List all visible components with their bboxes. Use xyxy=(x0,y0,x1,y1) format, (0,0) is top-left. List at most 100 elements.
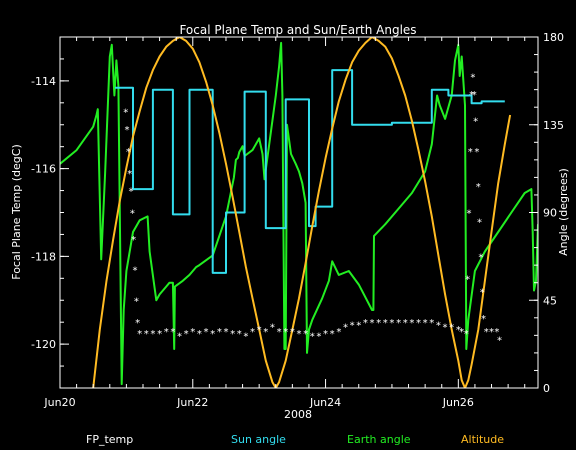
y-axis-label-right: Angle (degrees) xyxy=(557,168,570,256)
fp-temp-point-51: * xyxy=(409,318,415,329)
x-tick-label-0: Jun20 xyxy=(43,396,75,409)
fp-temp-point-34: * xyxy=(296,329,302,340)
legend: FP_temp Sun angle Earth angle Altitude xyxy=(86,433,504,446)
fp-temp-point-58: * xyxy=(455,325,461,336)
x-tick-label-1: Jun22 xyxy=(176,396,208,409)
series-fp-temp: *********** * * * * * * * * * * * * * * * * * * * * * * * * * * * * *… xyxy=(123,72,503,346)
fp-temp-point-31: * xyxy=(276,327,282,338)
fp-temp-point-24: * xyxy=(230,329,236,340)
fp-temp-point-23: * xyxy=(223,327,229,338)
y-left-tick-label-3: -120 xyxy=(31,338,56,351)
fp-temp-point-61: * xyxy=(465,274,471,285)
fp-temp-point-68: * xyxy=(474,147,480,158)
fp-temp-point-26: * xyxy=(243,331,249,342)
fp-temp-point-18: * xyxy=(190,327,196,338)
fp-temp-point-17: * xyxy=(183,329,189,340)
fp-temp-point-63: * xyxy=(467,147,473,158)
fp-temp-point-36: * xyxy=(309,331,315,342)
y-left-tick-label-1: -116 xyxy=(31,163,56,176)
fp-temp-point-74: * xyxy=(483,327,489,338)
legend-item-sun-angle: Sun angle xyxy=(231,433,286,446)
fp-temp-point-0: * xyxy=(123,108,129,119)
fp-temp-point-13: * xyxy=(157,329,163,340)
fp-temp-point-30: * xyxy=(269,323,275,334)
fp-temp-point-45: * xyxy=(369,318,375,329)
fp-temp-point-59: * xyxy=(459,327,465,338)
fp-temp-point-21: * xyxy=(210,329,216,340)
fp-temp-point-15: * xyxy=(170,327,176,338)
fp-temp-point-66: * xyxy=(471,90,477,101)
y-left-tick-label-2: -118 xyxy=(31,250,56,263)
fp-temp-point-47: * xyxy=(382,318,388,329)
fp-temp-point-46: * xyxy=(376,318,382,329)
fp-temp-point-72: * xyxy=(479,287,485,298)
fp-temp-point-53: * xyxy=(422,318,428,329)
fp-temp-point-20: * xyxy=(203,327,209,338)
series-line-earth-angle xyxy=(60,41,538,386)
fp-temp-point-3: * xyxy=(127,169,133,180)
fp-temp-point-37: * xyxy=(316,331,322,342)
fp-temp-point-5: * xyxy=(129,209,135,220)
fp-temp-point-2: * xyxy=(125,147,131,158)
series-line-altitude xyxy=(92,37,512,388)
fp-temp-point-39: * xyxy=(329,329,335,340)
series-line-sun-angle xyxy=(115,69,505,274)
fp-temp-point-22: * xyxy=(216,327,222,338)
y-right-tick-label-2: 90 xyxy=(543,207,557,220)
fp-temp-point-56: * xyxy=(442,323,448,334)
fp-temp-point-10: * xyxy=(137,329,143,340)
fp-temp-point-14: * xyxy=(163,327,169,338)
fp-temp-point-52: * xyxy=(415,318,421,329)
fp-temp-point-32: * xyxy=(283,327,289,338)
x-tick-label-3: Jun26 xyxy=(442,396,474,409)
fp-temp-point-33: * xyxy=(289,327,295,338)
fp-temp-point-16: * xyxy=(176,331,182,342)
fp-temp-point-71: * xyxy=(478,252,484,263)
fp-temp-point-25: * xyxy=(236,329,242,340)
fp-temp-point-1: * xyxy=(124,125,130,136)
fp-temp-point-76: * xyxy=(494,327,500,338)
y-left-tick-label-0: -114 xyxy=(31,75,56,88)
fp-temp-point-28: * xyxy=(256,325,262,336)
fp-temp-point-8: * xyxy=(133,296,139,307)
fp-temp-point-40: * xyxy=(336,327,342,338)
x-tick-label-2: Jun24 xyxy=(309,396,341,409)
fp-temp-point-75: * xyxy=(489,327,495,338)
fp-temp-point-42: * xyxy=(349,320,355,331)
y-right-tick-label-3: 135 xyxy=(543,119,564,132)
legend-item-altitude: Altitude xyxy=(461,433,504,446)
fp-temp-point-4: * xyxy=(128,187,134,198)
legend-item-earth-angle: Earth angle xyxy=(347,433,411,446)
fp-temp-point-64: * xyxy=(469,90,475,101)
fp-temp-point-55: * xyxy=(435,320,441,331)
fp-temp-point-35: * xyxy=(303,329,309,340)
fp-temp-point-54: * xyxy=(429,318,435,329)
chart-title: Focal Plane Temp and Sun/Earth Angles xyxy=(179,23,416,37)
fp-temp-point-57: * xyxy=(449,323,455,334)
fp-temp-point-70: * xyxy=(477,217,483,228)
fp-temp-point-11: * xyxy=(143,329,149,340)
fp-temp-point-69: * xyxy=(475,182,481,193)
fp-temp-point-43: * xyxy=(356,320,362,331)
fp-temp-point-65: * xyxy=(470,72,476,83)
legend-item-fp-temp: FP_temp xyxy=(86,433,133,446)
fp-temp-point-48: * xyxy=(389,318,395,329)
fp-temp-point-27: * xyxy=(250,327,256,338)
fp-temp-point-38: * xyxy=(323,329,329,340)
series-layer: *********** * * * * * * * * * * * * * * * * * * * * * * * * * * * * *… xyxy=(60,37,538,388)
y-right-tick-label-4: 180 xyxy=(543,31,564,44)
fp-temp-point-50: * xyxy=(402,318,408,329)
fp-temp-point-7: * xyxy=(132,266,138,277)
fp-temp-point-73: * xyxy=(481,314,487,325)
fp-temp-point-9: * xyxy=(135,318,141,329)
axes-layer: Jun20 Jun22 Jun24 Jun26 -114 -116 -118 -120 0 45 9… xyxy=(31,31,564,409)
fp-temp-point-6: * xyxy=(131,235,137,246)
fp-temp-point-41: * xyxy=(342,323,348,334)
fp-temp-point-29: * xyxy=(263,327,269,338)
fp-temp-point-67: * xyxy=(473,116,479,127)
y-right-tick-label-0: 0 xyxy=(543,382,550,395)
y-axis-label-left: Focal Plane Temp (degC) xyxy=(10,144,23,279)
fp-temp-point-19: * xyxy=(196,329,202,340)
y-right-tick-label-1: 45 xyxy=(543,294,557,307)
